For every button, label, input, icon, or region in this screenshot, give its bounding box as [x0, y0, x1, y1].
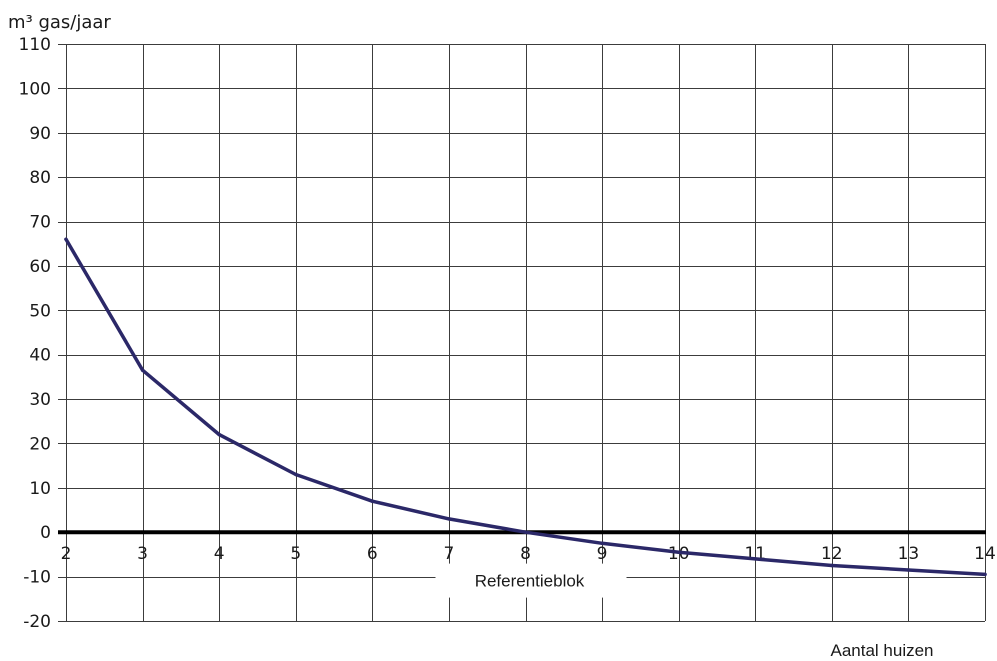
- data-point: [600, 541, 604, 545]
- y-tick-label: -10: [23, 568, 51, 588]
- annotation: Referentieblok: [435, 563, 627, 598]
- x-tick-label: 6: [367, 544, 378, 564]
- y-tick-label: 80: [29, 168, 51, 188]
- annotation-label: Referentieblok: [475, 572, 585, 591]
- x-tick-label: 3: [137, 544, 148, 564]
- y-tick-label: 40: [29, 346, 51, 366]
- data-point: [294, 472, 298, 477]
- y-tick-label: 30: [29, 390, 51, 410]
- y-tick-label: -20: [23, 612, 51, 632]
- x-tick-label: 14: [974, 544, 996, 564]
- series-line: [64, 237, 987, 577]
- data-point: [523, 530, 528, 534]
- data-point: [983, 572, 987, 577]
- y-tick-label: 10: [29, 479, 51, 499]
- data-point: [830, 563, 834, 568]
- x-tick-label: 5: [290, 544, 301, 564]
- data-point: [906, 568, 911, 572]
- series: [64, 237, 987, 577]
- x-tick-label: 8: [520, 544, 531, 564]
- data-point: [64, 237, 68, 241]
- y-tick-label: 20: [29, 435, 51, 455]
- x-tick-label: 12: [821, 544, 843, 564]
- x-tick-label: 13: [898, 544, 920, 564]
- data-point: [217, 432, 221, 437]
- x-tick-label: 4: [214, 544, 225, 564]
- annotation-background: [435, 563, 627, 598]
- y-tick-label: 0: [40, 523, 51, 543]
- gridlines: [58, 44, 986, 622]
- y-tick-label: 90: [29, 124, 51, 144]
- y-tick-label: 100: [19, 79, 51, 99]
- y-axis-label: m³ gas/jaar: [8, 12, 111, 33]
- x-tick-label: 10: [668, 544, 690, 564]
- x-tick-label: 9: [597, 544, 608, 564]
- x-tick-label: 2: [61, 544, 72, 564]
- data-point: [677, 550, 681, 554]
- data-point: [140, 368, 145, 372]
- x-axis-ticks: 2 3 4 5 6 7 8 9 10 11 12 13 14: [61, 544, 996, 564]
- x-axis-label: Aantal huizen: [830, 641, 933, 660]
- data-point: [447, 517, 451, 521]
- y-tick-label: 50: [29, 301, 51, 321]
- y-tick-label: 110: [19, 35, 51, 55]
- y-tick-label: 70: [29, 213, 51, 233]
- y-tick-label: 60: [29, 257, 51, 277]
- data-point: [370, 499, 374, 503]
- data-point: [753, 557, 757, 561]
- x-tick-label: 7: [443, 544, 454, 564]
